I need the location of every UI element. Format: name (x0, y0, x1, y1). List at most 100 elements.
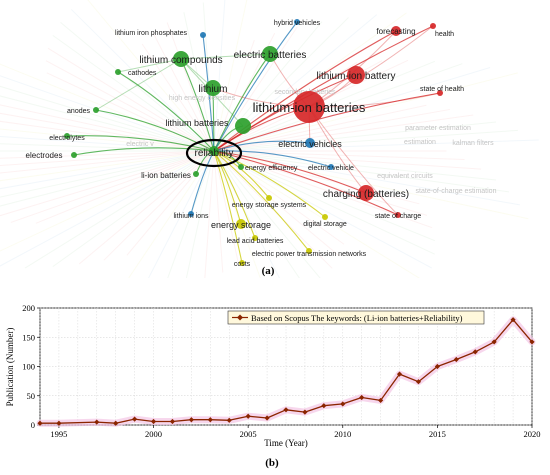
keyword-node-marker (347, 66, 365, 84)
faint-keyword-label: kalman filters (452, 140, 494, 147)
keyword-node-soc: state of charge (375, 212, 421, 220)
keyword-node-label: lead acid batteries (227, 238, 284, 245)
chart-grid (39, 307, 533, 426)
series-point (226, 417, 232, 423)
keyword-node-lithium: lithium (199, 80, 228, 96)
series-point (169, 418, 176, 425)
faint-keyword-label: parameter estimation (405, 125, 471, 132)
keyword-node-marker (64, 133, 70, 139)
network-nodes: reliability lithium-ion batteries lithium-… (26, 19, 464, 268)
x-tick-label: 2000 (145, 429, 162, 439)
reliability-highlight-ellipse (185, 138, 243, 168)
keyword-node-eptn: electric power transmission networks (252, 248, 367, 258)
keyword-node-marker (293, 91, 325, 123)
x-axis-label: Time (Year) (264, 438, 308, 448)
series-point (245, 413, 251, 419)
keyword-node-es: energy storage (211, 219, 271, 230)
series-point (132, 416, 138, 422)
x-tick-label: 2020 (524, 429, 541, 439)
keyword-node-marker (209, 146, 219, 156)
keyword-node-libs: lithium batteries (165, 118, 251, 134)
keyword-node-marker (328, 164, 334, 170)
keyword-node-label: electrodes (26, 151, 63, 160)
keyword-network: parameter estimation kalman filters equiva… (0, 0, 539, 278)
keyword-node-marker (305, 138, 315, 148)
panel-a-label: (a) (262, 265, 275, 277)
keyword-node-label: charging (batteries) (323, 189, 409, 200)
series-point (453, 356, 459, 363)
x-tick-label: 2005 (240, 429, 257, 439)
keyword-node-label: reliability (195, 148, 234, 159)
series-point (150, 418, 157, 425)
keyword-node-marker (391, 26, 401, 36)
keyword-node-label: li-ion batteries (141, 171, 191, 180)
keyword-node-label: lithium iron phosphates (115, 30, 187, 37)
keyword-node-label: electrolytes (49, 135, 85, 142)
keyword-node-label: state of health (420, 86, 464, 93)
faint-keyword-label: estimation (404, 139, 436, 146)
series-point (359, 394, 365, 401)
keyword-node-marker (430, 23, 436, 29)
keyword-node-marker (437, 90, 443, 96)
series-point (510, 317, 516, 323)
series-point (529, 339, 535, 345)
keyword-node-marker (252, 235, 258, 241)
keyword-node-marker (306, 248, 312, 254)
keyword-node-evh: electric vehicle (308, 164, 354, 172)
keyword-node-marker (205, 80, 221, 96)
keyword-node-label: energy storage (211, 220, 271, 230)
series-point (396, 371, 403, 377)
keyword-node-label: energy storage systems (232, 202, 307, 209)
keyword-node-marker (322, 214, 328, 220)
keyword-node-marker (294, 19, 300, 25)
keyword-node-label: lithium-ion batteries (253, 100, 366, 115)
series-point (415, 379, 422, 385)
keyword-node-ess: energy storage systems (232, 195, 307, 209)
y-tick-label: 50 (27, 391, 36, 401)
keyword-node-label: lithium (199, 84, 228, 95)
keyword-node-label: digital storage (303, 221, 347, 228)
keyword-node-health: health (430, 23, 454, 38)
keyword-node-label: lithium-ion battery (317, 71, 396, 82)
keyword-node-marker (71, 152, 77, 158)
series-point (491, 339, 497, 345)
keyword-node-label: forecasting (376, 27, 415, 36)
series-line (40, 319, 533, 424)
series-point (207, 417, 213, 423)
keyword-node-eb: electric batteries (234, 46, 306, 62)
keyword-node-liion: li-ion batteries (141, 171, 199, 180)
keyword-node-label: state of charge (375, 213, 421, 220)
keyword-node-lip: lithium iron phosphates (115, 30, 206, 38)
series-point (37, 420, 43, 426)
keyword-node-lib: lithium-ion batteries (253, 91, 366, 123)
keyword-node-charging: charging (batteries) (323, 185, 409, 201)
keyword-node-marker (395, 212, 401, 218)
x-tick-label: 2010 (334, 429, 351, 439)
keyword-node-label: anodes (67, 108, 90, 115)
series-point (378, 397, 384, 404)
series-point (321, 403, 327, 409)
legend-text: Based on Scopus The keywords: (Li-ion ba… (251, 313, 463, 323)
y-axis-ticks: 0 50 100 150 200 (22, 303, 40, 430)
series-point (434, 363, 440, 370)
y-tick-label: 150 (22, 332, 35, 342)
y-tick-label: 100 (22, 362, 35, 372)
keyword-node-marker (115, 69, 121, 75)
keyword-node-lab: lead acid batteries (227, 235, 284, 245)
y-tick-label: 0 (31, 420, 35, 430)
y-tick-label: 200 (22, 303, 35, 313)
series-point (56, 420, 62, 426)
x-axis-ticks: 1995 2000 2005 2010 2015 2020 (50, 425, 541, 439)
keyword-node-marker (238, 164, 244, 170)
keyword-node-marker (239, 260, 245, 266)
keyword-node-label: health (435, 31, 454, 38)
keyword-node-label: electric vehicles (278, 139, 342, 149)
keyword-node-hybrid: hybrid vehicles (274, 19, 321, 27)
faint-keyword-label: high energy densities (169, 95, 236, 102)
faint-keyword-label: electric v (126, 141, 154, 148)
series-point (188, 417, 194, 423)
keyword-node-anodes: anodes (67, 107, 99, 115)
keyword-node-label: cathodes (128, 70, 157, 77)
keyword-node-marker (173, 51, 189, 67)
